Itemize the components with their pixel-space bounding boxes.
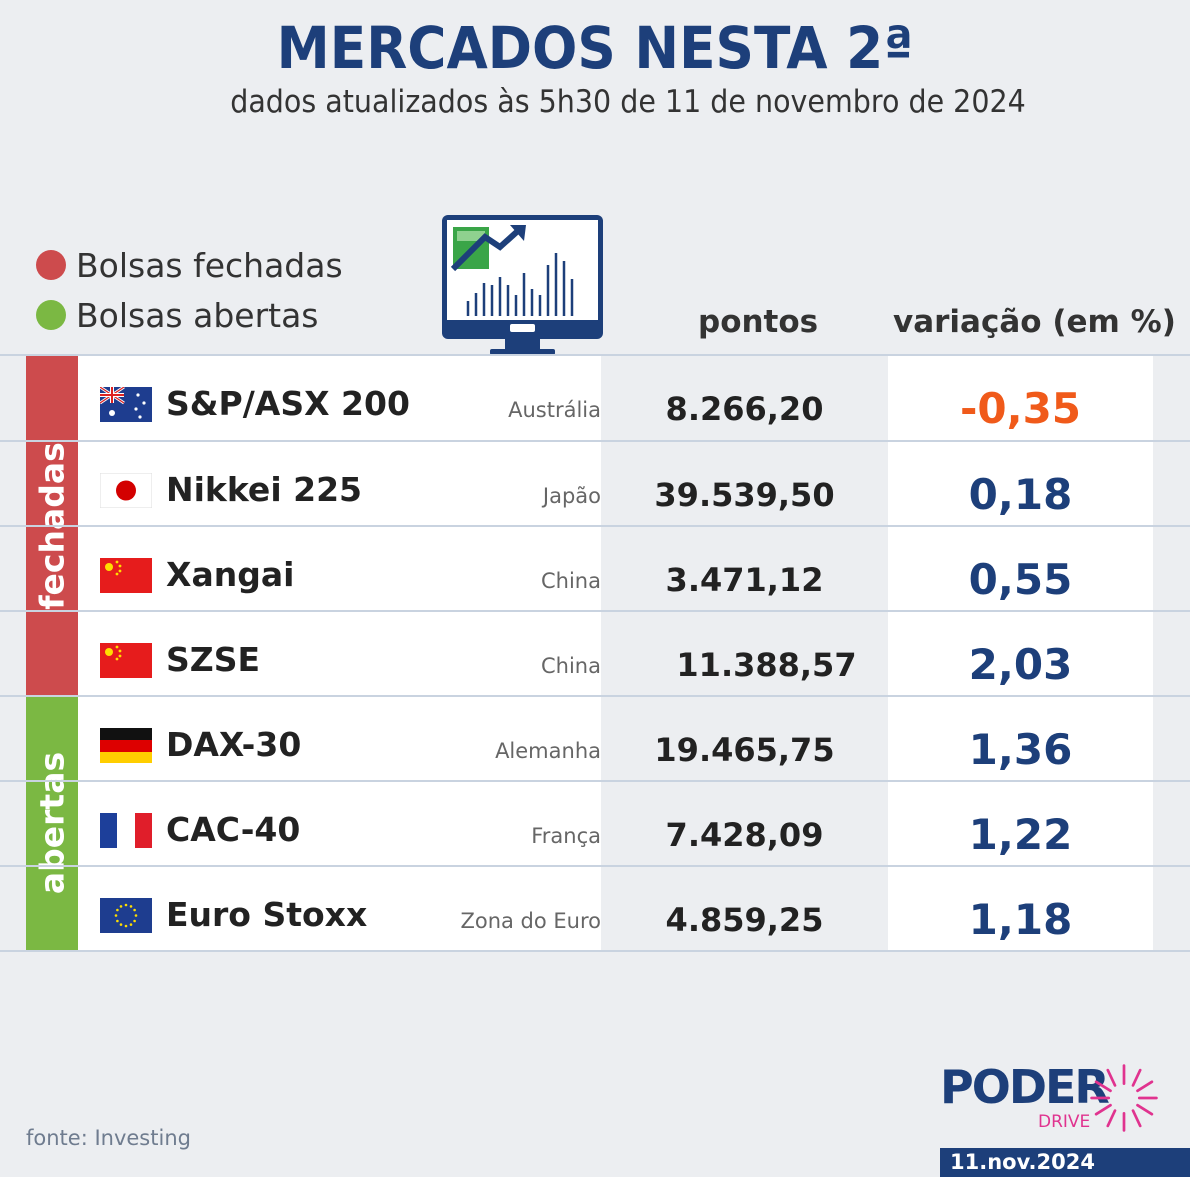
poder-drive-logo: PODER DRIVE bbox=[940, 1060, 1170, 1140]
variation-cell bbox=[888, 527, 1153, 611]
page-subtitle: dados atualizados às 5h30 de 11 de novem… bbox=[230, 84, 1026, 120]
index-name: Euro Stoxx bbox=[166, 895, 368, 934]
table-row: Xangai China 3.471,12 0,55 bbox=[78, 527, 1190, 611]
germany-flag-icon bbox=[100, 728, 152, 763]
australia-flag-icon bbox=[100, 387, 152, 422]
variation-value: 1,36 bbox=[968, 725, 1073, 774]
variation-cell bbox=[888, 612, 1153, 696]
index-name: S&P/ASX 200 bbox=[166, 384, 410, 423]
logo-sub-text: DRIVE bbox=[1038, 1112, 1091, 1132]
divider bbox=[0, 525, 1190, 527]
legend-item-open: Bolsas abertas bbox=[36, 290, 343, 340]
variation-value: 0,18 bbox=[968, 470, 1073, 519]
divider bbox=[0, 695, 1190, 697]
points-value: 19.465,75 bbox=[654, 731, 835, 769]
country-label: China bbox=[541, 654, 601, 678]
green-dot-icon bbox=[36, 300, 66, 330]
france-flag-icon bbox=[100, 813, 152, 848]
points-value: 39.539,50 bbox=[654, 476, 835, 514]
name-cell bbox=[78, 442, 601, 526]
index-name: CAC-40 bbox=[166, 810, 301, 849]
points-value: 7.428,09 bbox=[665, 816, 824, 854]
legend-item-closed: Bolsas fechadas bbox=[36, 240, 343, 290]
table-row: CAC-40 França 7.428,09 1,22 bbox=[78, 782, 1190, 866]
divider bbox=[0, 865, 1190, 867]
index-name: Nikkei 225 bbox=[166, 470, 363, 509]
variation-value: 1,22 bbox=[968, 810, 1073, 859]
group-label-open: abertas bbox=[32, 751, 72, 895]
table-row: SZSE China 11.388,57 2,03 bbox=[78, 612, 1190, 696]
table-row: DAX-30 Alemanha 19.465,75 1,36 bbox=[78, 697, 1190, 781]
variation-value: 0,55 bbox=[968, 555, 1073, 604]
index-name: DAX-30 bbox=[166, 725, 302, 764]
variation-cell bbox=[888, 697, 1153, 781]
name-cell bbox=[78, 697, 601, 781]
index-name: Xangai bbox=[166, 555, 295, 594]
variation-value: 2,03 bbox=[968, 640, 1073, 689]
name-cell bbox=[78, 527, 601, 611]
japan-flag-icon bbox=[100, 473, 152, 508]
china-flag-icon bbox=[100, 558, 152, 593]
date-badge: 11.nov.2024 bbox=[940, 1148, 1190, 1177]
divider bbox=[0, 780, 1190, 782]
divider bbox=[0, 610, 1190, 612]
variation-value: 1,18 bbox=[968, 895, 1073, 944]
name-cell bbox=[78, 867, 601, 951]
points-value: 8.266,20 bbox=[665, 390, 824, 428]
name-cell bbox=[78, 612, 601, 696]
variation-cell bbox=[888, 782, 1153, 866]
country-label: China bbox=[541, 569, 601, 593]
points-value: 4.859,25 bbox=[665, 901, 824, 939]
column-header-points: pontos bbox=[698, 304, 819, 340]
divider bbox=[0, 354, 1190, 356]
variation-cell bbox=[888, 867, 1153, 951]
index-name: SZSE bbox=[166, 640, 261, 679]
name-cell bbox=[78, 356, 601, 440]
country-label: Austrália bbox=[508, 398, 601, 422]
monitor-chart-icon bbox=[442, 215, 603, 355]
legend: Bolsas fechadas Bolsas abertas bbox=[36, 240, 343, 340]
country-label: Zona do Euro bbox=[460, 909, 601, 933]
logo-main-text: PODER bbox=[940, 1060, 1110, 1114]
divider bbox=[0, 950, 1190, 952]
eu-flag-icon bbox=[100, 898, 152, 933]
country-label: Alemanha bbox=[495, 739, 601, 763]
name-cell bbox=[78, 782, 601, 866]
country-label: Japão bbox=[542, 484, 601, 508]
legend-open-label: Bolsas abertas bbox=[76, 295, 319, 335]
china-flag-icon bbox=[100, 643, 152, 678]
column-header-variation: variação (em %) bbox=[893, 304, 1176, 340]
divider bbox=[0, 440, 1190, 442]
sunburst-icon bbox=[1090, 1064, 1158, 1132]
country-label: França bbox=[531, 824, 601, 848]
legend-closed-label: Bolsas fechadas bbox=[76, 245, 343, 285]
table-row: Nikkei 225 Japão 39.539,50 0,18 bbox=[78, 442, 1190, 526]
variation-cell bbox=[888, 442, 1153, 526]
variation-cell bbox=[888, 356, 1153, 440]
variation-value: -0,35 bbox=[959, 384, 1082, 433]
source-note: fonte: Investing bbox=[26, 1126, 191, 1150]
table-row: S&P/ASX 200 Austrália 8.266,20 -0,35 bbox=[78, 356, 1190, 440]
points-value: 11.388,57 bbox=[676, 646, 857, 684]
table-row: Euro Stoxx Zona do Euro 4.859,25 1,18 bbox=[78, 867, 1190, 951]
points-value: 3.471,12 bbox=[665, 561, 824, 599]
page-title: MERCADOS NESTA 2ª bbox=[276, 14, 914, 82]
group-band-open: abertas bbox=[26, 696, 78, 950]
red-dot-icon bbox=[36, 250, 66, 280]
